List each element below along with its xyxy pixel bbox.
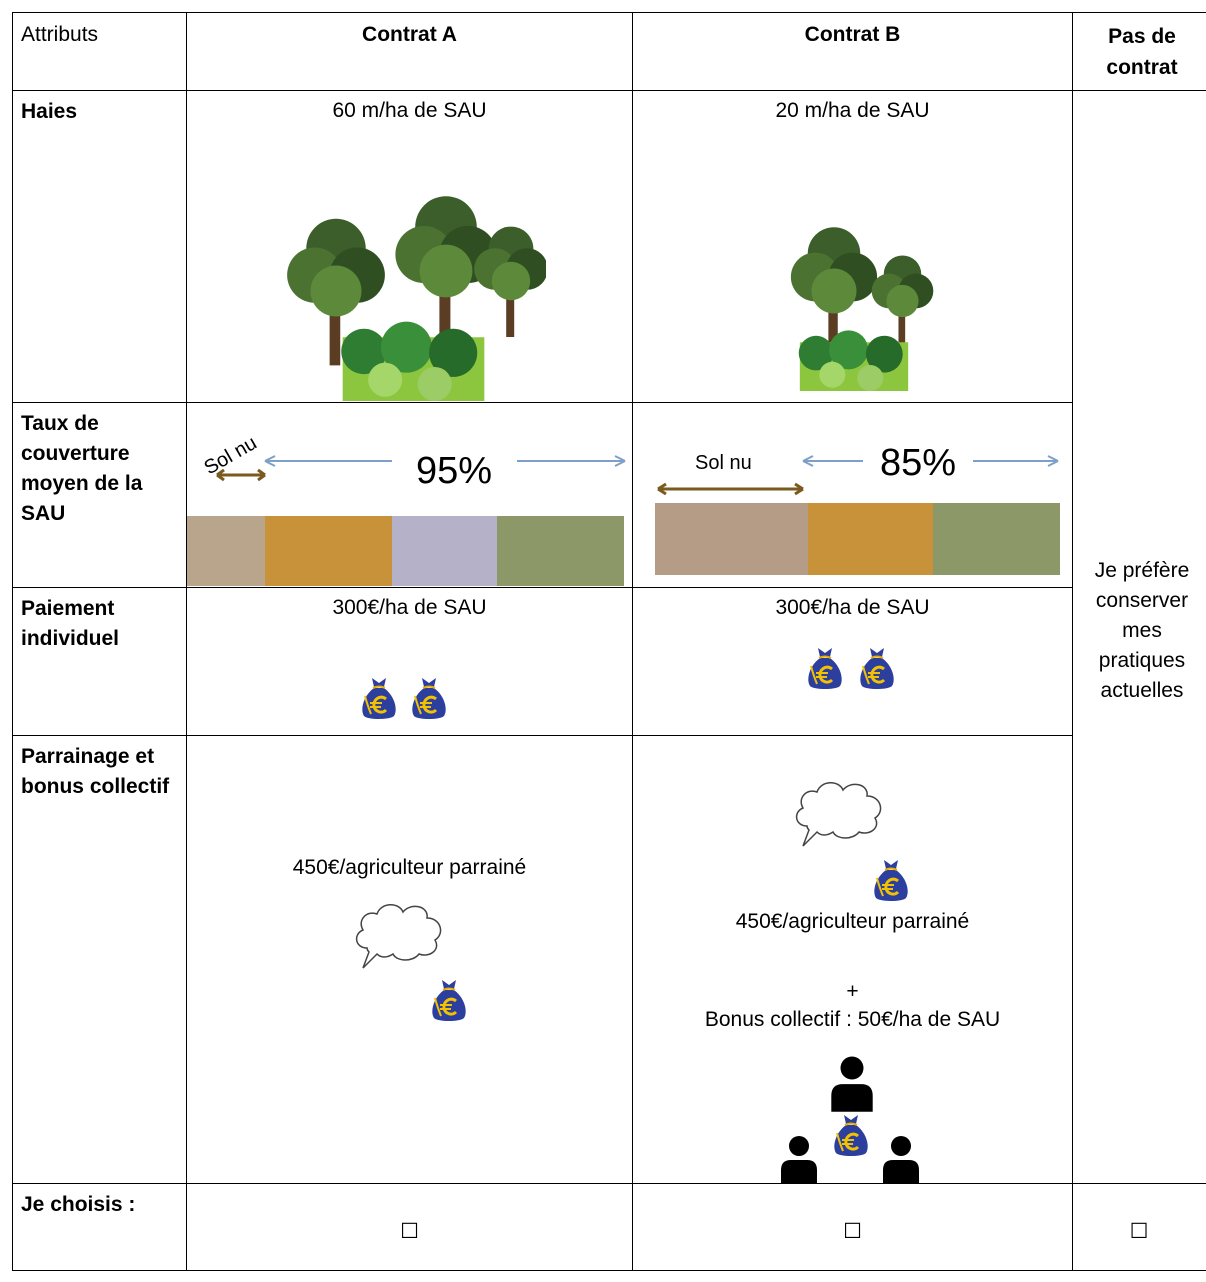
cell-text: 450€/agriculteur parrainé: [735, 910, 970, 933]
cell[interactable]: ☐: [1072, 1183, 1206, 1271]
money-bag-icon: [831, 1111, 871, 1157]
person-icon: [779, 1134, 819, 1184]
image-text: 85%: [880, 442, 956, 484]
cell: 300€/ha de SAU: [632, 587, 1073, 736]
row-label-cell: Je choisis :: [12, 1183, 187, 1271]
speech-bubble-icon: [789, 774, 889, 854]
money-bag-icon: [805, 644, 845, 690]
row-label: Je choisis :: [21, 1193, 136, 1216]
row-label-cell: Haies: [12, 90, 187, 403]
cell-text: 20 m/ha de SAU: [775, 99, 930, 122]
cell-text: +: [846, 980, 859, 1003]
header-cell: Attributs: [12, 12, 187, 91]
cell: 450€/agriculteur parrainé + Bonus collec…: [632, 735, 1073, 1184]
cell-text: 300€/ha de SAU: [332, 596, 487, 619]
cell: Sol nu 85%: [632, 402, 1073, 588]
hedge-image: [287, 196, 546, 401]
row-label: Taux de couverture moyen de la SAU: [21, 412, 143, 525]
cell-text: 60 m/ha de SAU: [332, 99, 487, 122]
cover-image: Sol nu 95%: [187, 403, 626, 586]
header-cell: Contrat B: [632, 12, 1073, 91]
checkbox[interactable]: ☐: [1129, 1220, 1149, 1243]
row-label: Haies: [21, 100, 78, 123]
person-icon: [829, 1054, 875, 1112]
header-text: Contrat B: [804, 23, 901, 46]
cell-text: Bonus collectif : 50€/ha de SAU: [704, 1008, 1001, 1031]
money-bag-icon: [409, 674, 449, 720]
hedge-image: [790, 227, 934, 391]
money-bag-icon: [871, 856, 911, 902]
cell: 20 m/ha de SAU: [632, 90, 1073, 403]
person-icon: [881, 1134, 921, 1184]
cell[interactable]: ☐: [186, 1183, 633, 1271]
money-bag-icon: [429, 976, 469, 1022]
image-text: 95%: [416, 450, 492, 492]
speech-bubble-icon: [349, 896, 449, 976]
money-bag-icon: [359, 674, 399, 720]
header-cell: Contrat A: [186, 12, 633, 91]
image-text: Sol nu: [695, 452, 752, 474]
cell: 60 m/ha de SAU: [186, 90, 633, 403]
cell-text: 450€/agriculteur parrainé: [292, 856, 527, 879]
image-text: Sol nu: [201, 432, 261, 479]
row-label-cell: Taux de couverture moyen de la SAU: [12, 402, 187, 588]
row-label: Parrainage et bonus collectif: [21, 745, 170, 798]
money-bag-icon: [857, 644, 897, 690]
merged-cell: Je préfère conserver mes pratiques actue…: [1072, 90, 1206, 1184]
cell: 300€/ha de SAU: [186, 587, 633, 736]
header-text: Attributs: [21, 23, 99, 46]
row-label-cell: Parrainage et bonus collectif: [12, 735, 187, 1184]
checkbox[interactable]: ☐: [843, 1220, 862, 1243]
cover-image: Sol nu 85%: [655, 442, 1060, 575]
cell-text: 300€/ha de SAU: [775, 596, 930, 619]
cell: 450€/agriculteur parrainé: [186, 735, 633, 1184]
cell-text: Je préfère conserver mes pratiques actue…: [1094, 559, 1190, 702]
cell: Sol nu 95%: [186, 402, 633, 588]
row-label-cell: Paiement individuel: [12, 587, 187, 736]
header-text: Pas de contrat: [1106, 25, 1178, 79]
row-label: Paiement individuel: [21, 597, 120, 650]
checkbox[interactable]: ☐: [400, 1220, 419, 1243]
header-text: Contrat A: [362, 23, 457, 46]
cell[interactable]: ☐: [632, 1183, 1073, 1271]
header-cell: Pas de contrat: [1072, 12, 1206, 91]
